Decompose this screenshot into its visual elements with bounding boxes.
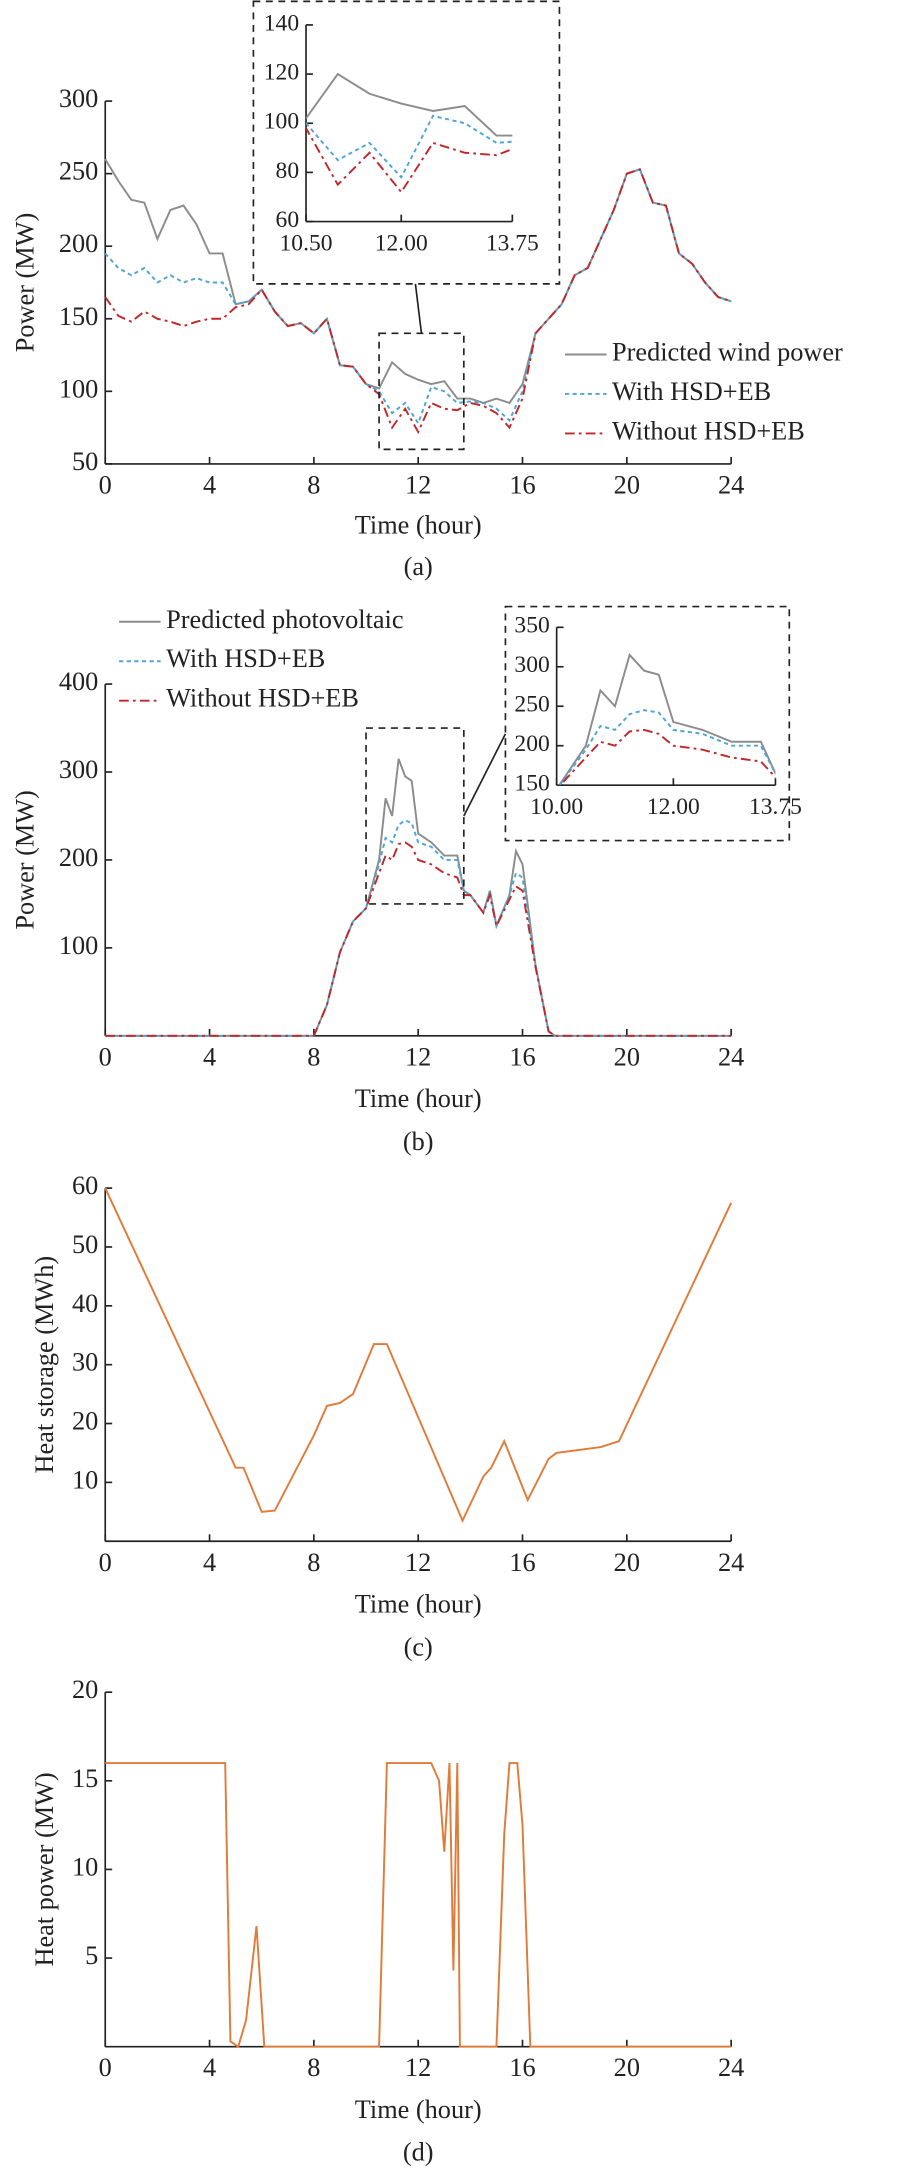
y-tick-label: 10 bbox=[72, 1852, 98, 1881]
x-tick-label: 4 bbox=[203, 1548, 216, 1577]
inset-x-tick-label: 13.75 bbox=[749, 794, 802, 820]
y-tick-label: 40 bbox=[72, 1289, 98, 1318]
y-tick-label: 20 bbox=[72, 1675, 98, 1704]
x-tick-label: 24 bbox=[718, 470, 744, 499]
inset-x-tick-label: 10.50 bbox=[280, 231, 333, 257]
y-axis-label: Heat storage (MWh) bbox=[30, 1256, 59, 1474]
inset-y-tick-label: 350 bbox=[514, 613, 549, 639]
y-axis-label: Power (MW) bbox=[11, 790, 40, 929]
y-axis-label: Power (MW) bbox=[11, 213, 40, 352]
y-tick-label: 200 bbox=[59, 843, 98, 872]
y-tick-label: 30 bbox=[72, 1348, 98, 1377]
panel-label: (c) bbox=[404, 1632, 433, 1661]
x-tick-label: 0 bbox=[99, 2053, 112, 2082]
zoom-connector bbox=[414, 283, 423, 334]
inset-series-line bbox=[558, 709, 776, 786]
inset-y-tick-label: 150 bbox=[514, 771, 549, 797]
series-line bbox=[104, 1187, 733, 1524]
inset-y-tick-label: 200 bbox=[514, 731, 549, 757]
y-tick-label: 10 bbox=[72, 1465, 98, 1494]
series-line bbox=[104, 168, 732, 435]
x-tick-label: 0 bbox=[99, 470, 112, 499]
legend-label: Without HSD+EB bbox=[612, 416, 805, 445]
inset-series-line bbox=[306, 114, 513, 179]
x-tick-label: 0 bbox=[99, 1042, 112, 1071]
x-tick-label: 4 bbox=[203, 2053, 216, 2082]
y-tick-label: 60 bbox=[72, 1171, 98, 1200]
y-tick-label: 300 bbox=[59, 84, 98, 113]
x-tick-label: 16 bbox=[509, 1548, 535, 1577]
inset-y-tick-label: 80 bbox=[276, 158, 300, 184]
x-tick-label: 24 bbox=[718, 1548, 744, 1577]
inset-y-tick-label: 100 bbox=[264, 109, 299, 135]
y-tick-label: 15 bbox=[72, 1764, 98, 1793]
x-tick-label: 16 bbox=[509, 2053, 535, 2082]
y-axis-label: Heat power (MW) bbox=[30, 1772, 59, 1966]
inset-frame bbox=[504, 605, 791, 842]
x-tick-label: 16 bbox=[509, 470, 535, 499]
inset-x-tick-label: 10.00 bbox=[530, 794, 583, 820]
x-tick-label: 12 bbox=[405, 470, 431, 499]
inset-x-tick-label: 13.75 bbox=[486, 231, 539, 257]
x-tick-label: 24 bbox=[718, 1042, 744, 1071]
y-tick-label: 20 bbox=[72, 1407, 98, 1436]
inset-y-tick-label: 60 bbox=[276, 207, 300, 233]
legend-label: With HSD+EB bbox=[166, 644, 325, 673]
y-tick-label: 300 bbox=[59, 755, 98, 784]
series-line bbox=[105, 819, 732, 1037]
y-tick-label: 400 bbox=[59, 667, 98, 696]
inset-y-tick-label: 120 bbox=[264, 59, 299, 85]
x-tick-label: 24 bbox=[718, 2053, 744, 2082]
inset-x-tick-label: 12.00 bbox=[647, 794, 700, 820]
x-tick-label: 20 bbox=[614, 1042, 640, 1071]
legend-label: With HSD+EB bbox=[612, 377, 771, 406]
x-tick-label: 20 bbox=[614, 2053, 640, 2082]
x-tick-label: 12 bbox=[405, 1042, 431, 1071]
x-tick-label: 8 bbox=[307, 470, 320, 499]
y-tick-label: 50 bbox=[72, 447, 98, 476]
panel-label: (a) bbox=[404, 552, 433, 581]
x-tick-label: 4 bbox=[203, 470, 216, 499]
inset-y-tick-label: 140 bbox=[264, 10, 299, 36]
y-tick-label: 150 bbox=[59, 302, 98, 331]
legend-label: Without HSD+EB bbox=[166, 684, 359, 713]
inset-y-tick-label: 250 bbox=[514, 692, 549, 718]
inset-series-line bbox=[558, 652, 776, 786]
panel-label: (b) bbox=[403, 1127, 434, 1156]
legend-label: Predicted wind power bbox=[612, 338, 843, 367]
x-tick-label: 16 bbox=[509, 1042, 535, 1071]
panel-label: (d) bbox=[403, 2138, 434, 2167]
y-tick-label: 5 bbox=[85, 1941, 98, 1970]
x-tick-label: 12 bbox=[405, 2053, 431, 2082]
inset-x-tick-label: 12.00 bbox=[375, 231, 428, 257]
zoom-connector bbox=[463, 733, 507, 817]
y-tick-label: 100 bbox=[59, 374, 98, 403]
y-tick-label: 50 bbox=[72, 1230, 98, 1259]
x-tick-label: 12 bbox=[405, 1548, 431, 1577]
y-tick-label: 100 bbox=[59, 931, 98, 960]
inset-series-line bbox=[306, 72, 513, 137]
x-tick-label: 20 bbox=[614, 1548, 640, 1577]
x-tick-label: 4 bbox=[203, 1042, 216, 1071]
x-axis-label: Time (hour) bbox=[355, 2095, 482, 2124]
x-tick-label: 8 bbox=[307, 1042, 320, 1071]
zoom-region bbox=[378, 332, 465, 451]
series-line bbox=[105, 1762, 732, 2049]
x-axis-label: Time (hour) bbox=[355, 1084, 482, 1113]
inset-y-tick-label: 300 bbox=[514, 652, 549, 678]
x-axis-label: Time (hour) bbox=[355, 1589, 482, 1618]
x-tick-label: 20 bbox=[614, 470, 640, 499]
x-tick-label: 8 bbox=[307, 1548, 320, 1577]
x-tick-label: 0 bbox=[99, 1548, 112, 1577]
zoom-region bbox=[365, 727, 465, 905]
legend-label: Predicted photovoltaic bbox=[166, 605, 403, 634]
x-tick-label: 8 bbox=[307, 2053, 320, 2082]
y-tick-label: 250 bbox=[59, 157, 98, 186]
series-line bbox=[105, 841, 732, 1037]
y-tick-label: 200 bbox=[59, 229, 98, 258]
x-axis-label: Time (hour) bbox=[355, 511, 482, 540]
